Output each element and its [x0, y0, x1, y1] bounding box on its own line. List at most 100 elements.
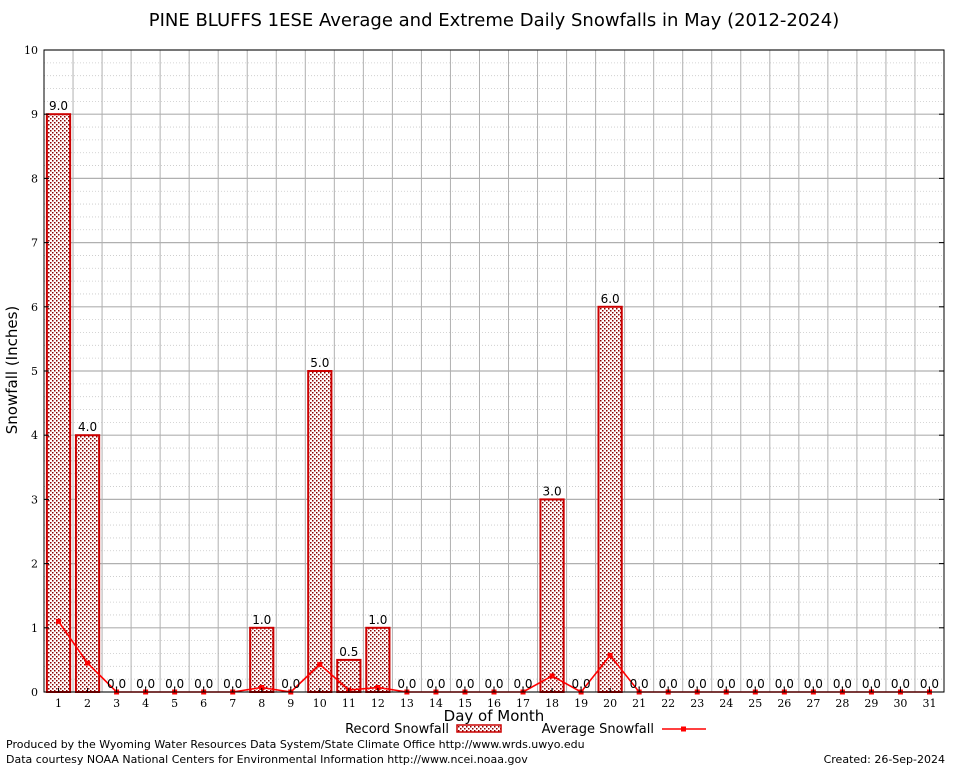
x-tick-label: 20	[603, 697, 617, 710]
x-tick-label: 13	[400, 697, 414, 710]
bar-value-label: 0.0	[746, 677, 765, 691]
record-bar	[597, 305, 623, 693]
x-tick-label: 30	[893, 697, 907, 710]
bar-value-label: 0.0	[659, 677, 678, 691]
y-axis-label: Snowfall (Inches)	[3, 306, 21, 434]
bar-value-label: 0.0	[717, 677, 736, 691]
y-tick-label: 1	[31, 622, 38, 635]
x-tick-label: 18	[545, 697, 559, 710]
x-tick-label: 11	[342, 697, 356, 710]
grid-lines	[44, 49, 944, 693]
x-tick-label: 4	[142, 697, 149, 710]
y-tick-label: 7	[31, 237, 38, 250]
bar-value-label: 0.0	[920, 677, 939, 691]
bar-value-label: 0.0	[107, 677, 126, 691]
record-bars	[45, 113, 623, 694]
x-tick-label: 26	[777, 697, 791, 710]
bar-value-label: 0.0	[136, 677, 155, 691]
bar-value-label: 3.0	[543, 484, 562, 498]
x-tick-label: 2	[84, 697, 91, 710]
bar-value-label: 1.0	[252, 613, 271, 627]
x-tick-label: 5	[171, 697, 178, 710]
bar-value-label: 0.0	[513, 677, 532, 691]
bar-value-label: 0.0	[426, 677, 445, 691]
bar-value-label: 6.0	[601, 292, 620, 306]
bar-value-label: 5.0	[310, 356, 329, 370]
y-tick-label: 10	[24, 44, 38, 57]
y-tick-label: 9	[31, 108, 38, 121]
x-tick-label: 12	[371, 697, 385, 710]
average-point	[607, 652, 613, 658]
y-tick-labels: 0 1 2 3 4 5 6 7 8 9 10	[24, 44, 944, 699]
bar-value-label: 0.0	[775, 677, 794, 691]
record-bar	[539, 498, 565, 693]
bar-value-label: 0.0	[862, 677, 881, 691]
record-bar	[307, 370, 333, 693]
chart-title: PINE BLUFFS 1ESE Average and Extreme Dai…	[149, 10, 840, 31]
y-tick-label: 4	[31, 429, 38, 442]
bar-value-label: 0.0	[833, 677, 852, 691]
average-point	[375, 685, 381, 691]
bar-value-label: 4.0	[78, 420, 97, 434]
y-tick-label: 2	[31, 558, 38, 571]
record-bar	[336, 658, 362, 694]
x-tick-label: 23	[690, 697, 704, 710]
average-point	[56, 618, 62, 624]
x-tick-label: 22	[661, 697, 675, 710]
y-tick-label: 0	[31, 686, 38, 699]
legend: Record Snowfall Average Snowfall	[345, 722, 706, 737]
bar-value-label: 9.0	[49, 99, 68, 113]
bar-value-label: 0.0	[630, 677, 649, 691]
bar-value-label: 0.0	[455, 677, 474, 691]
footer-created: Created: 26-Sep-2024	[823, 753, 945, 766]
x-axis-label: Day of Month	[444, 707, 545, 725]
y-tick-label: 3	[31, 493, 38, 506]
x-tick-label: 7	[229, 697, 236, 710]
x-tick-label: 8	[258, 697, 265, 710]
x-tick-label: 29	[864, 697, 878, 710]
x-tick-label: 25	[748, 697, 762, 710]
bar-value-label: 0.0	[688, 677, 707, 691]
record-bar	[365, 626, 391, 693]
bar-value-label: 0.0	[484, 677, 503, 691]
legend-average-label: Average Snowfall	[542, 722, 654, 737]
x-tick-label: 14	[429, 697, 443, 710]
x-tick-label: 10	[313, 697, 327, 710]
record-bar	[249, 626, 275, 693]
x-tick-label: 31	[922, 697, 936, 710]
average-point	[259, 685, 265, 691]
x-tick-label: 17	[516, 697, 530, 710]
x-tick-label: 15	[458, 697, 472, 710]
x-tick-label: 27	[806, 697, 820, 710]
legend-record-label: Record Snowfall	[345, 722, 449, 737]
average-point	[85, 660, 91, 666]
x-tick-label: 16	[487, 697, 501, 710]
bar-value-label: 0.5	[339, 645, 358, 659]
legend-average-marker	[681, 726, 686, 732]
average-point	[317, 661, 323, 667]
record-bar	[74, 434, 101, 693]
x-tick-label: 24	[719, 697, 733, 710]
footer-producer: Produced by the Wyoming Water Resources …	[6, 738, 585, 751]
y-tick-label: 8	[31, 172, 38, 185]
bar-value-label: 0.0	[891, 677, 910, 691]
x-tick-label: 21	[632, 697, 646, 710]
x-tick-labels: 1 2 3 4 5 6 7 8 9 10 11 12 13 14 15 16 17 18 19 20 21 22 23 24 2…	[55, 688, 936, 710]
legend-record-swatch	[456, 724, 502, 733]
bar-value-label: 1.0	[368, 613, 387, 627]
x-tick-label: 6	[200, 697, 207, 710]
x-tick-label: 1	[55, 697, 62, 710]
average-point	[549, 673, 555, 679]
bar-value-label: 0.0	[804, 677, 823, 691]
bar-value-label: 0.0	[165, 677, 184, 691]
bar-value-label: 0.0	[281, 677, 300, 691]
bar-value-label: 0.0	[572, 677, 591, 691]
footer-courtesy: Data courtesy NOAA National Centers for …	[6, 753, 528, 766]
bar-data-labels: 9.0 4.0 0.0 0.0 0.0 0.0 0.0 1.0 0.0 5.0 0.5 1.0 0.0 0…	[49, 99, 939, 691]
x-tick-label: 3	[113, 697, 120, 710]
bar-value-label: 0.0	[194, 677, 213, 691]
x-tick-label: 19	[574, 697, 588, 710]
record-bar	[45, 113, 72, 693]
x-tick-label: 9	[287, 697, 294, 710]
